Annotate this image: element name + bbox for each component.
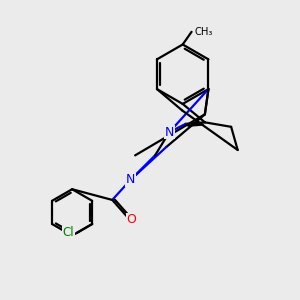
Text: O: O: [127, 213, 136, 226]
Text: N: N: [165, 126, 174, 139]
Text: CH₃: CH₃: [194, 27, 213, 37]
Text: Cl: Cl: [63, 226, 74, 239]
Text: N: N: [126, 173, 135, 186]
